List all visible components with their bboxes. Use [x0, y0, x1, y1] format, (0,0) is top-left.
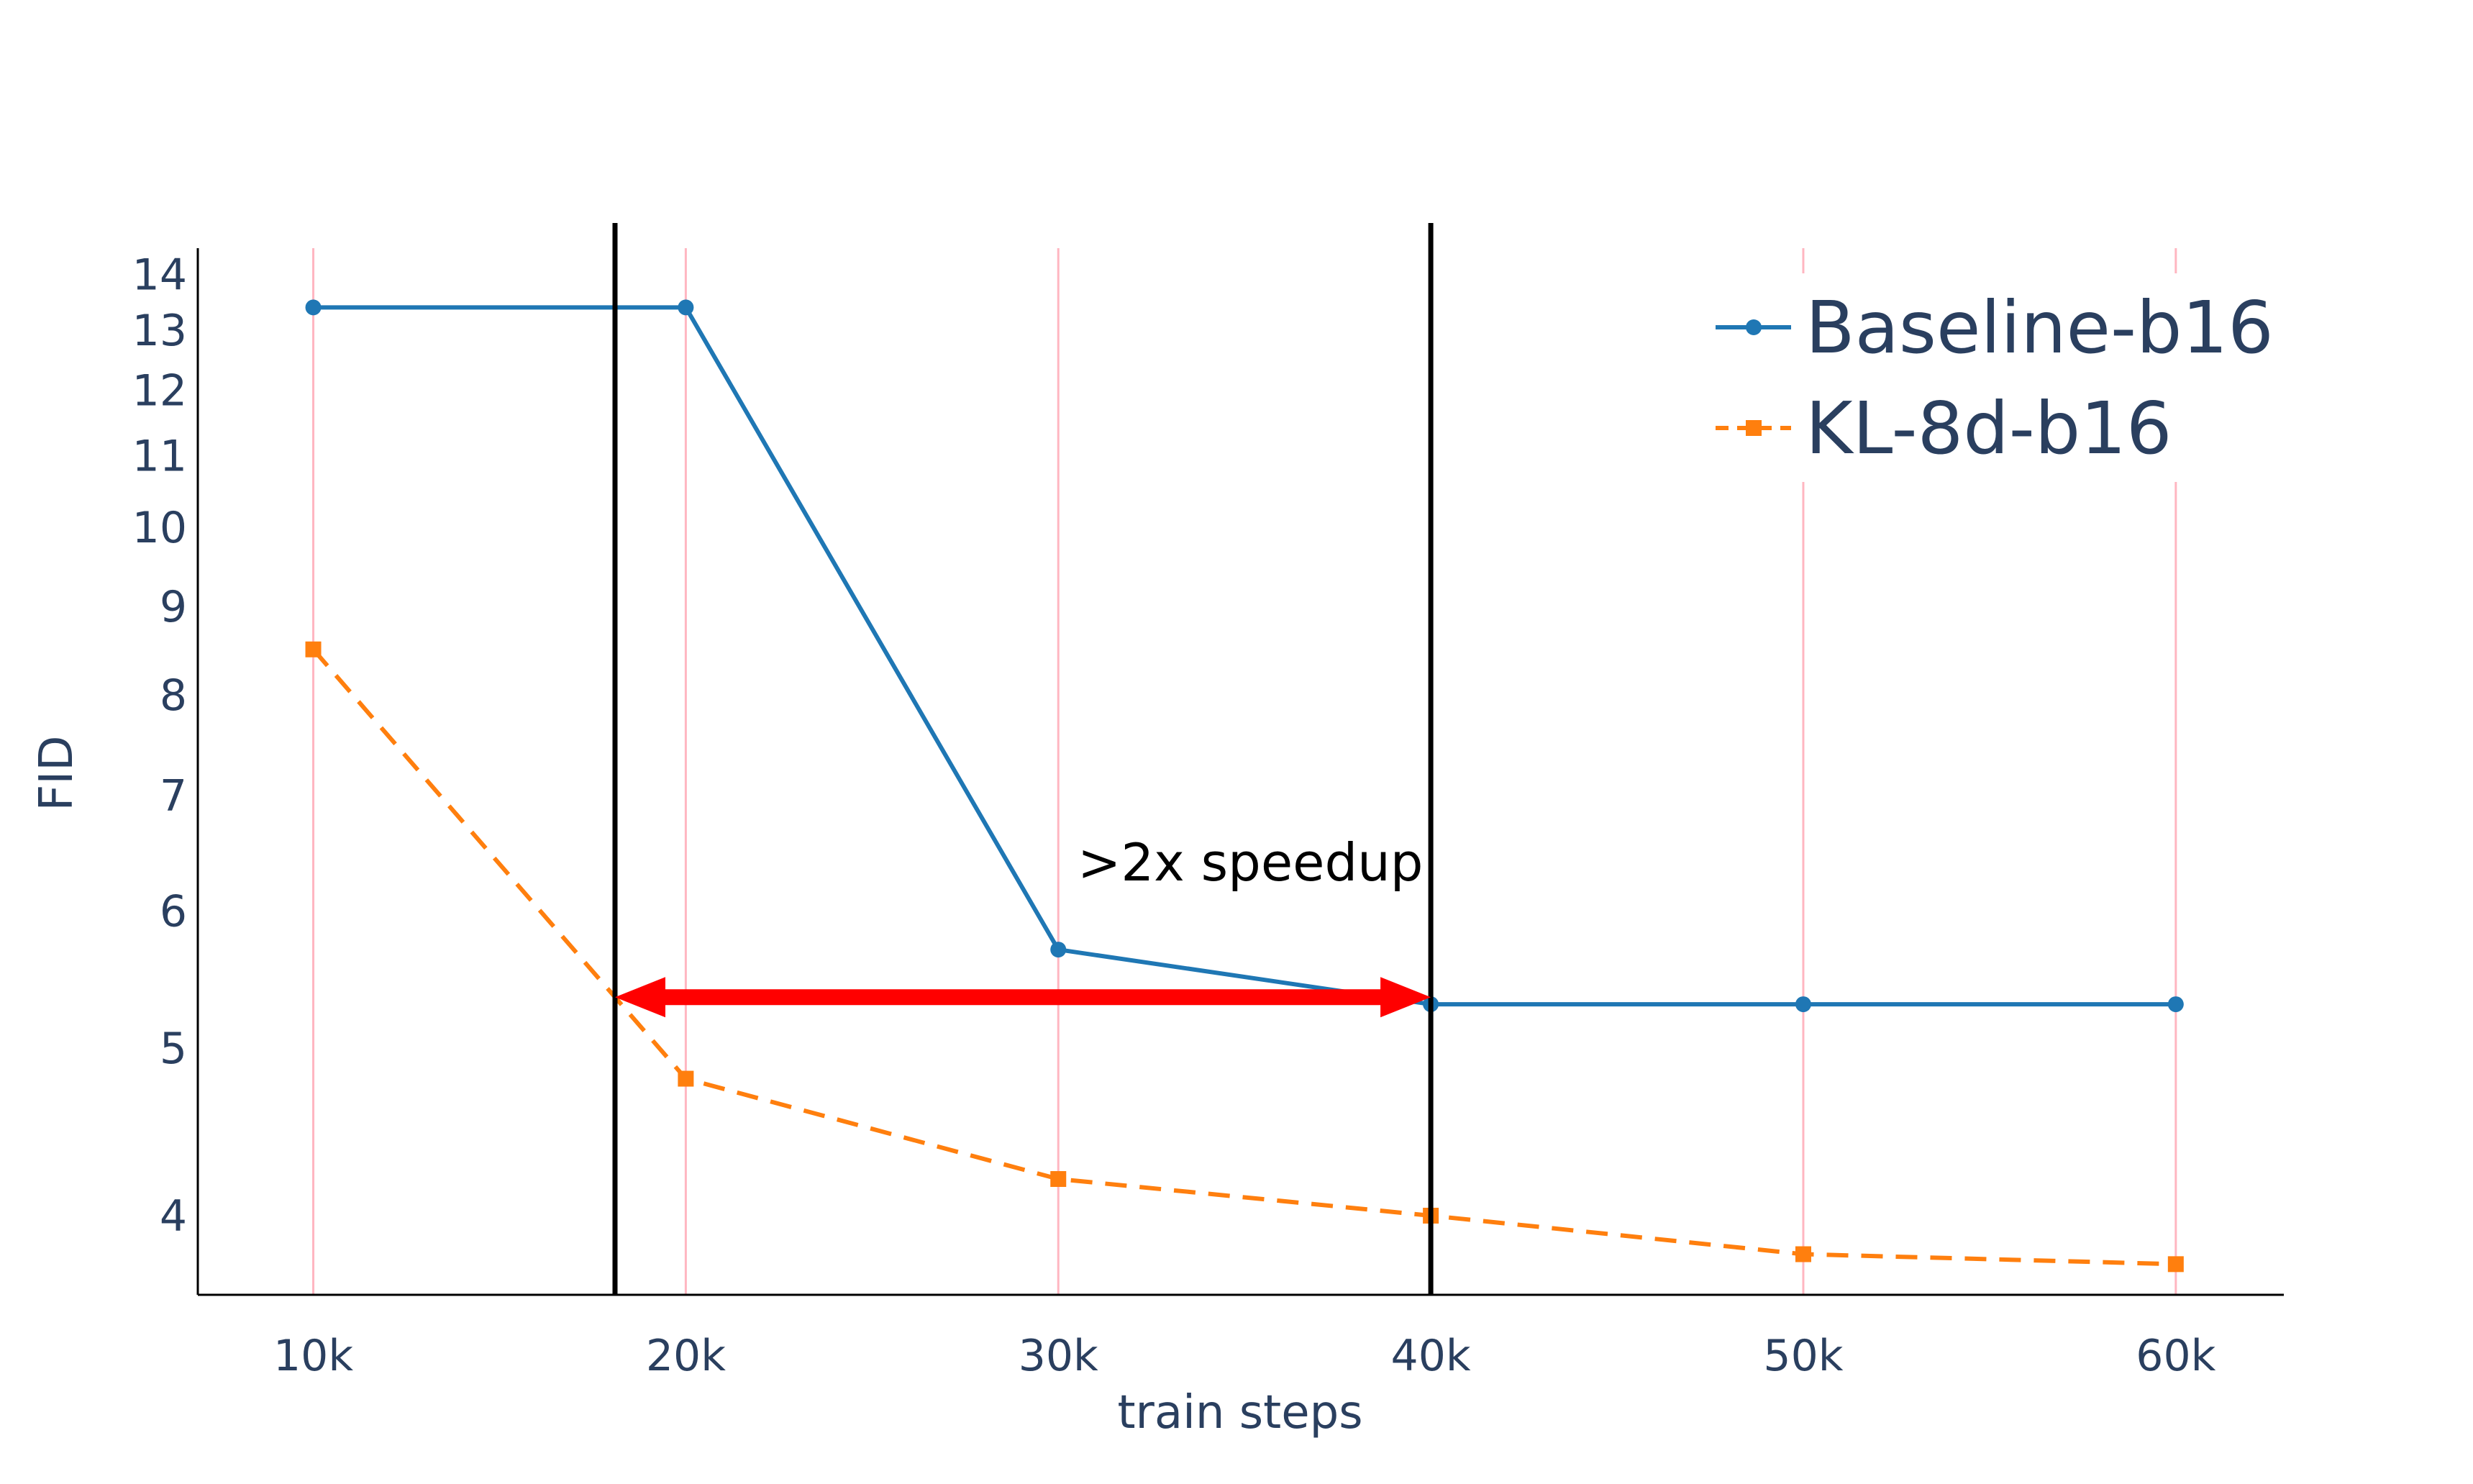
legend-swatch-marker — [1746, 319, 1762, 335]
x-tick-label: 10k — [273, 1331, 353, 1381]
data-point — [1050, 1171, 1067, 1188]
x-tick-label: 30k — [1019, 1331, 1098, 1381]
data-point — [678, 299, 694, 316]
y-tick-label: 4 — [160, 1191, 187, 1242]
reference-lines — [612, 223, 1434, 1295]
speedup-arrow — [615, 977, 1431, 1018]
y-tick-label: 12 — [132, 366, 187, 416]
y-tick-label: 14 — [132, 250, 187, 301]
x-tick-label: 60k — [2136, 1331, 2215, 1381]
data-point — [678, 1070, 694, 1087]
y-tick-label: 5 — [160, 1024, 187, 1074]
series-layer — [305, 299, 2184, 1273]
legend: Baseline-b16 KL-8d-b16 — [1698, 273, 2274, 482]
legend-label: KL-8d-b16 — [1805, 386, 2172, 470]
arrow-head-right — [1380, 977, 1431, 1018]
y-tick-label: 11 — [132, 432, 187, 482]
y-tick-label: 9 — [160, 582, 187, 632]
legend-background — [1698, 273, 2259, 482]
x-tick-label: 40k — [1391, 1331, 1471, 1381]
series-1 — [305, 641, 2184, 1273]
y-tick-label: 10 — [132, 503, 187, 553]
y-tick-label: 7 — [160, 771, 187, 821]
data-point — [2167, 1256, 2184, 1273]
y-axis-title: FID — [30, 736, 83, 811]
data-point — [2167, 996, 2184, 1013]
x-axis-title: train steps — [1117, 1386, 1362, 1439]
arrow-head-left — [615, 977, 665, 1018]
data-point — [1050, 942, 1067, 958]
legend-label: Baseline-b16 — [1805, 286, 2274, 370]
legend-swatch-marker — [1746, 420, 1762, 436]
series-0 — [305, 299, 2184, 1013]
data-point — [305, 641, 322, 657]
series-line — [311, 647, 2176, 1267]
series-line — [313, 305, 2176, 1007]
y-tick-label: 13 — [132, 306, 187, 356]
speedup-annotation: >2x speedup — [1078, 832, 1423, 893]
y-tick-label: 6 — [160, 887, 187, 937]
x-tick-label: 50k — [1763, 1331, 1843, 1381]
data-point — [1795, 1246, 1811, 1262]
data-point — [305, 299, 322, 316]
axes — [196, 248, 2284, 1296]
x-tick-label: 20k — [646, 1331, 726, 1381]
y-tick-label: 8 — [160, 670, 187, 721]
data-point — [1795, 996, 1811, 1013]
